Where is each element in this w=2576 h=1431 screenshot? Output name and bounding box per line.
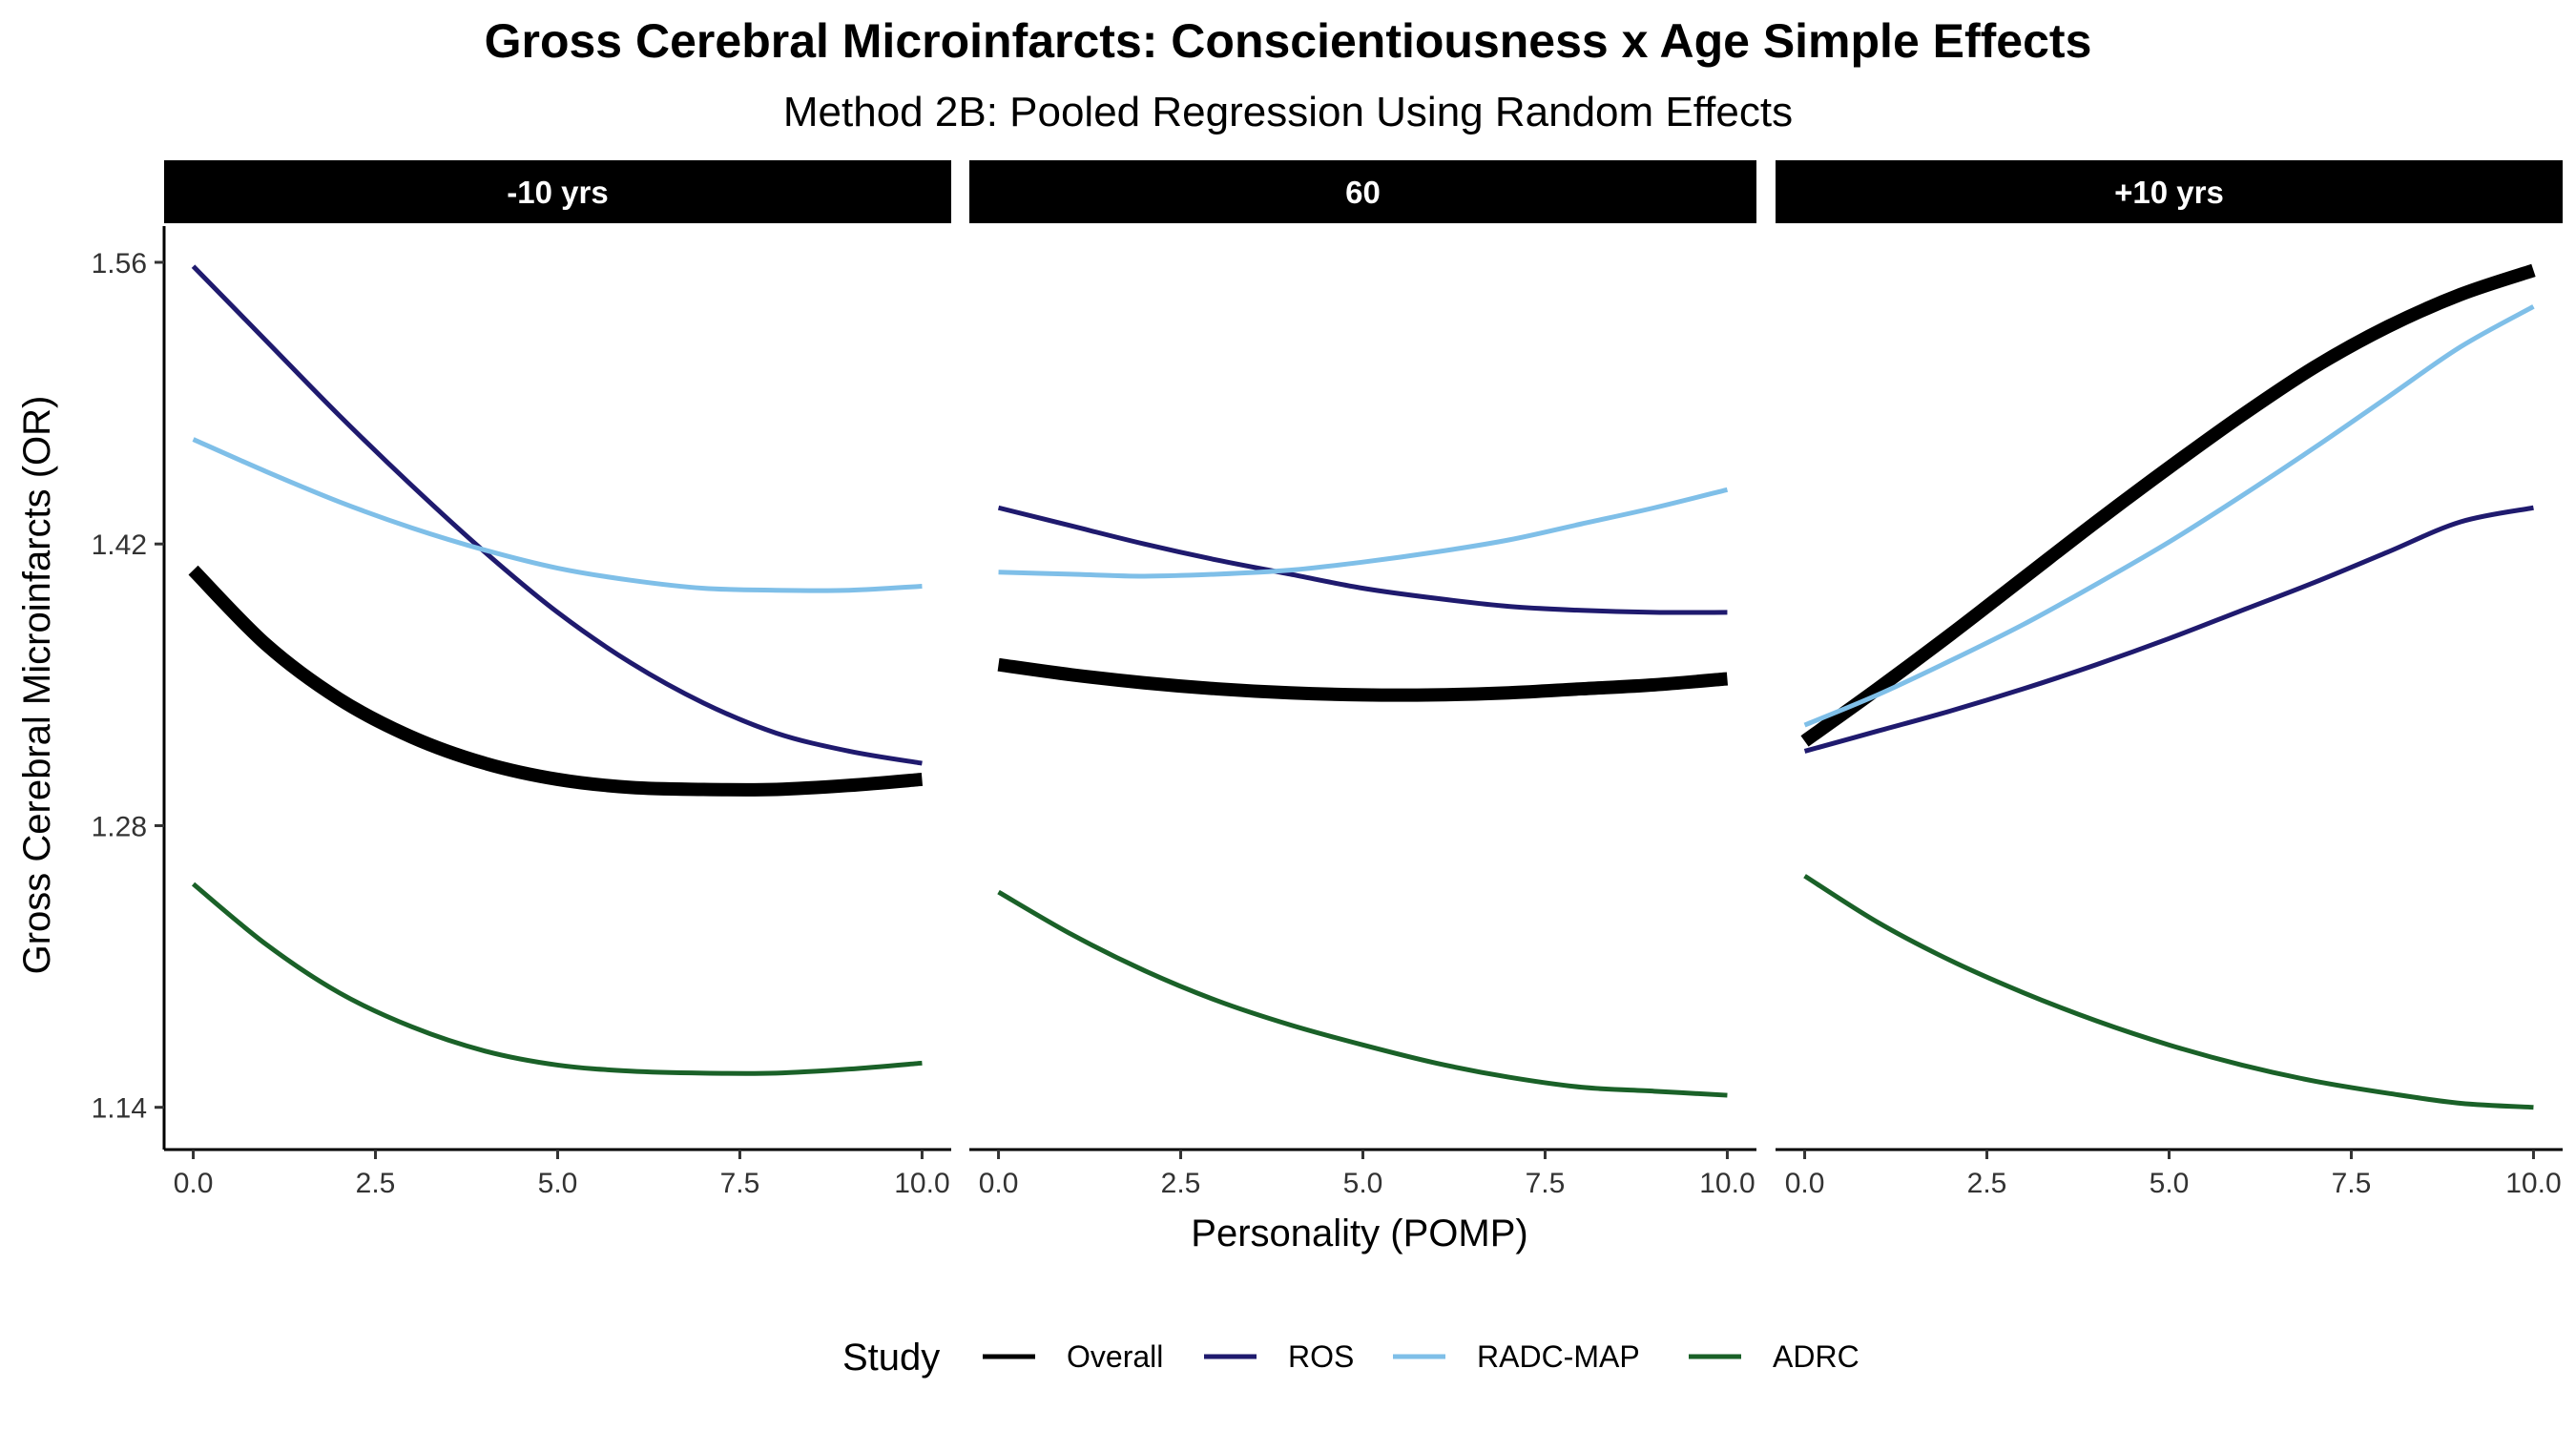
legend: Study Overall ROS RADC-MAP ADRC <box>842 1337 1859 1379</box>
x-tick-label: 0.0 <box>174 1168 214 1199</box>
series-line-adrc <box>191 881 923 1076</box>
x-tick-label: 0.0 <box>979 1168 1019 1199</box>
x-tick-label: 0.0 <box>1785 1168 1825 1199</box>
facet-strip <box>969 160 1756 223</box>
series-group <box>1800 263 2536 1110</box>
facet-panels: -10 yrs 0.0 2.5 5.0 7.5 10.0 60 0.0 2.5 5.0 7.5 10.… <box>164 160 2563 1199</box>
series-line-radc-map <box>192 437 923 593</box>
series-line-adrc <box>997 889 1728 1098</box>
x-tick-label: 2.5 <box>1967 1168 2007 1199</box>
chart-subtitle: Method 2B: Pooled Regression Using Rando… <box>783 89 1793 135</box>
facet-strip-label: -10 yrs <box>507 175 608 210</box>
legend-label: RADC-MAP <box>1477 1339 1640 1374</box>
x-tick-label: 7.5 <box>1526 1168 1566 1199</box>
legend-entry: ADRC <box>1689 1339 1859 1374</box>
legend-entry: Overall <box>983 1339 1163 1374</box>
panel-1: 60 0.0 2.5 5.0 7.5 10.0 <box>969 160 1756 1199</box>
series-line-ros <box>191 264 923 766</box>
facet-strip-label: +10 yrs <box>2114 175 2224 210</box>
x-tick-label: 7.5 <box>720 1168 760 1199</box>
legend-entry: RADC-MAP <box>1393 1339 1640 1374</box>
legend-label: Overall <box>1067 1339 1163 1374</box>
x-tick-label: 10.0 <box>894 1168 949 1199</box>
series-line-adrc <box>1803 874 2534 1110</box>
panel-2: +10 yrs 0.0 2.5 5.0 7.5 10.0 <box>1776 160 2563 1199</box>
y-tick-label: 1.42 <box>92 529 147 561</box>
x-axis-title: Personality (POMP) <box>1191 1213 1527 1255</box>
legend-title: Study <box>842 1337 940 1379</box>
facet-strip <box>164 160 951 223</box>
panel-0: -10 yrs 0.0 2.5 5.0 7.5 10.0 <box>164 160 951 1199</box>
legend-entry: ROS <box>1204 1339 1354 1374</box>
y-tick-label: 1.56 <box>92 248 147 280</box>
y-axis-title: Gross Cerebral Microinfarcts (OR) <box>16 396 58 975</box>
x-tick-label: 2.5 <box>1161 1168 1201 1199</box>
series-line-ros <box>997 505 1728 615</box>
series-line-overall <box>188 565 924 797</box>
series-line-ros <box>1803 505 2534 754</box>
y-axis: 1.14 1.28 1.42 1.56 <box>92 226 166 1150</box>
x-tick-label: 2.5 <box>356 1168 396 1199</box>
series-line-overall <box>997 657 1729 702</box>
series-group <box>188 264 924 1076</box>
x-tick-label: 5.0 <box>538 1168 578 1199</box>
legend-label: ROS <box>1288 1339 1354 1374</box>
legend-label: ADRC <box>1773 1339 1859 1374</box>
x-tick-label: 5.0 <box>1343 1168 1383 1199</box>
facet-strip-label: 60 <box>1345 175 1381 210</box>
y-tick-label: 1.28 <box>92 811 147 842</box>
x-tick-label: 10.0 <box>2505 1168 2561 1199</box>
chart-title: Gross Cerebral Microinfarcts: Conscienti… <box>485 14 2092 68</box>
series-line-radc-map <box>998 487 1729 579</box>
x-tick-label: 7.5 <box>2332 1168 2372 1199</box>
series-group <box>997 487 1729 1098</box>
x-tick-label: 10.0 <box>1699 1168 1755 1199</box>
facet-strip <box>1776 160 2563 223</box>
x-tick-label: 5.0 <box>2150 1168 2190 1199</box>
y-tick-label: 1.14 <box>92 1093 147 1125</box>
series-line-overall <box>1800 263 2536 747</box>
series-line-radc-map <box>1803 304 2535 728</box>
